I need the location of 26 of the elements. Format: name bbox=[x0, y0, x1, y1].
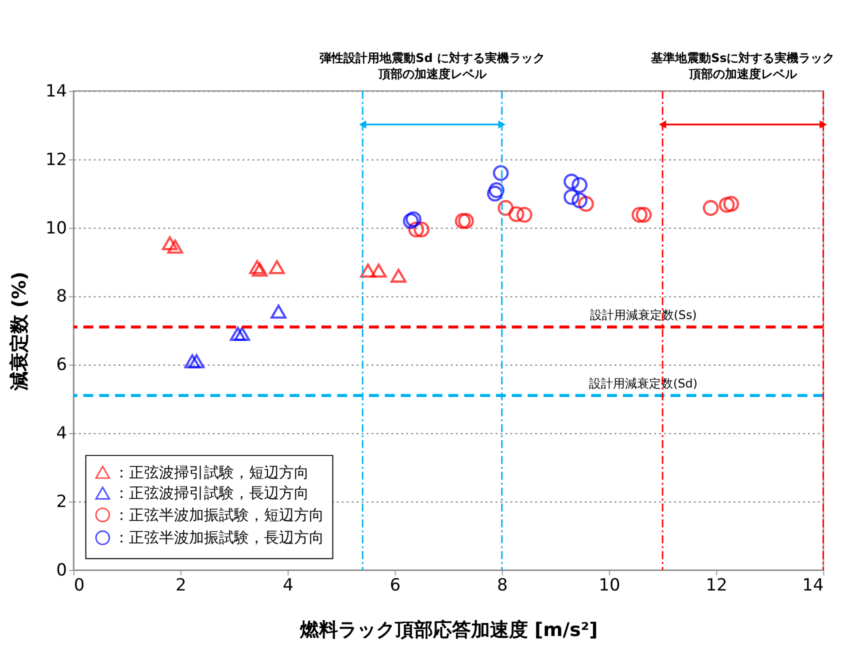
text: 頂部の加速度レベル bbox=[688, 67, 798, 82]
legend-label: ：正弦半波加振試験，短辺方向 bbox=[114, 506, 324, 524]
x-tick-label: 8 bbox=[497, 574, 508, 594]
x-tick-label: 4 bbox=[282, 574, 294, 594]
y-tick-label: 0 bbox=[56, 559, 67, 580]
y-axis-title: 減衰定数 (%) bbox=[8, 272, 31, 392]
y-tick-label: 2 bbox=[56, 491, 67, 512]
text: 弾性設計用地震動Sd に対する実機ラック bbox=[320, 51, 545, 66]
y-tick-label: 14 bbox=[46, 80, 67, 100]
x-tick-label: 10 bbox=[598, 574, 620, 594]
text: 基準地震動Ssに対する実機ラック bbox=[650, 51, 835, 66]
x-tick-label: 12 bbox=[706, 574, 728, 594]
y-tick-label: 6 bbox=[56, 354, 67, 374]
legend-label: ：正弦波掃引試験，長辺方向 bbox=[114, 484, 310, 502]
y-tick-label: 4 bbox=[56, 422, 67, 443]
y-tick-label: 12 bbox=[46, 148, 67, 169]
x-tick-label: 0 bbox=[74, 574, 85, 594]
legend-label: ：正弦半波加振試験，長辺方向 bbox=[114, 528, 324, 547]
text: 頂部の加速度レベル bbox=[377, 67, 488, 82]
x-tick-label: 2 bbox=[176, 574, 186, 594]
x-tick-label: 14 bbox=[802, 574, 824, 594]
y-tick-label: 10 bbox=[46, 217, 67, 238]
y-tick-label: 8 bbox=[56, 286, 67, 306]
legend-label: ：正弦波掃引試験，短辺方向 bbox=[114, 463, 310, 482]
x-tick-label: 6 bbox=[390, 574, 401, 594]
x-axis-title: 燃料ラック頂部応答加速度 [m/s²] bbox=[298, 618, 598, 641]
